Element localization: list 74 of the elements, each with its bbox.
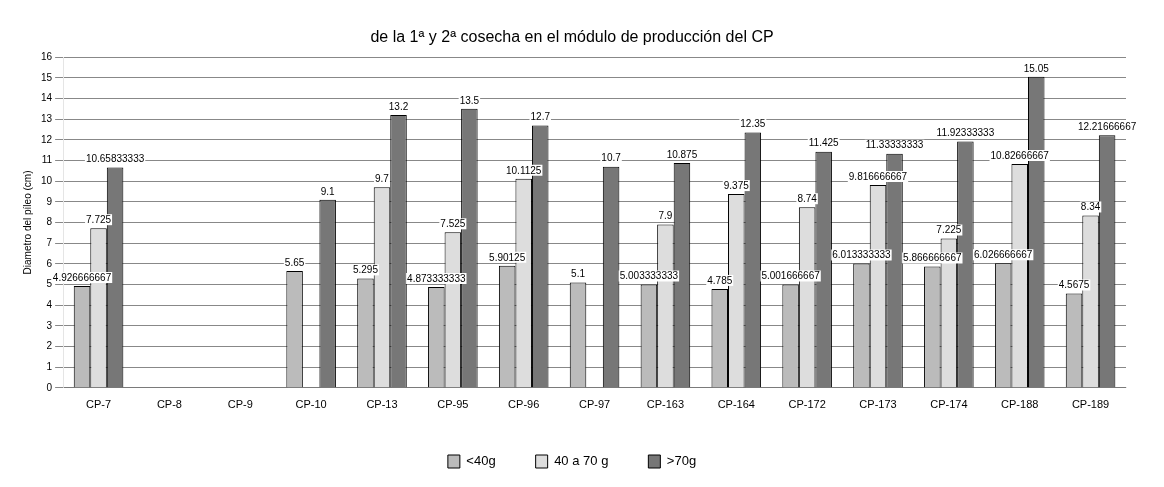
data-label: 4.873333333 bbox=[407, 272, 466, 284]
data-label: 10.82666667 bbox=[990, 149, 1050, 161]
data-label: 6.013333333 bbox=[832, 249, 892, 261]
y-tick-label: 6 bbox=[46, 257, 53, 269]
data-label: 10.7 bbox=[601, 152, 622, 164]
legend-label: <40g bbox=[466, 453, 496, 469]
y-tick-label: 2 bbox=[46, 340, 53, 352]
data-label: 10.1125 bbox=[506, 164, 542, 176]
x-tick-label: CP-188 bbox=[1001, 398, 1039, 411]
y-tick-label: 15 bbox=[41, 71, 53, 83]
y-tick-label: 10 bbox=[41, 174, 53, 186]
data-label: 5.866666667 bbox=[903, 252, 962, 264]
data-label: 7.9 bbox=[658, 210, 673, 222]
data-label: 13.2 bbox=[388, 100, 409, 112]
y-tick-label: 7 bbox=[46, 236, 53, 248]
data-label: 7.225 bbox=[936, 224, 962, 236]
data-label: 9.7 bbox=[375, 173, 390, 185]
data-label: 5.295 bbox=[352, 264, 379, 276]
data-label: 7.725 bbox=[86, 213, 112, 225]
data-label: 4.5675 bbox=[1058, 279, 1090, 291]
data-label: 5.003333333 bbox=[619, 270, 679, 282]
x-tick-label: CP-97 bbox=[578, 398, 611, 411]
y-tick-label: 13 bbox=[41, 112, 53, 124]
data-label: 11.33333333 bbox=[865, 139, 924, 151]
data-label: 15.05 bbox=[1023, 62, 1050, 74]
y-tick-label: 11 bbox=[41, 154, 53, 166]
x-tick-label: CP-8 bbox=[156, 398, 182, 411]
data-label: 8.74 bbox=[797, 192, 818, 204]
data-label: 10.875 bbox=[666, 148, 698, 160]
data-label: 4.785 bbox=[707, 274, 733, 286]
data-label: 11.92333333 bbox=[936, 127, 995, 139]
data-label: 9.375 bbox=[723, 179, 750, 191]
x-tick-label: CP-96 bbox=[508, 398, 540, 411]
x-tick-label: CP-163 bbox=[646, 398, 685, 411]
y-tick-label: 8 bbox=[46, 216, 53, 228]
data-label: 11.425 bbox=[808, 137, 840, 149]
y-tick-label: 9 bbox=[46, 195, 53, 207]
data-label: 6.026666667 bbox=[973, 249, 1033, 261]
x-tick-label: CP-173 bbox=[859, 398, 897, 411]
data-label: 8.34 bbox=[1080, 201, 1101, 213]
data-label: 4.926666667 bbox=[52, 271, 112, 283]
legend-label: 40 a 70 g bbox=[554, 453, 609, 469]
data-label: 7.525 bbox=[440, 218, 466, 230]
y-tick-label: 14 bbox=[41, 92, 53, 104]
y-tick-label: 12 bbox=[41, 133, 53, 145]
data-label: 12.35 bbox=[740, 118, 766, 130]
x-tick-label: CP-9 bbox=[227, 398, 253, 411]
data-label: 9.1 bbox=[320, 185, 336, 197]
x-tick-label: CP-13 bbox=[366, 398, 398, 411]
y-axis-title: Diametro del píleo (cm) bbox=[21, 170, 33, 275]
y-tick-label: 0 bbox=[46, 381, 53, 393]
data-label: 13.5 bbox=[459, 94, 480, 106]
x-tick-label: CP-164 bbox=[717, 398, 755, 411]
y-tick-label: 1 bbox=[46, 360, 53, 372]
x-tick-label: CP-189 bbox=[1071, 398, 1110, 411]
data-label: 9.816666667 bbox=[848, 170, 908, 182]
data-label: 5.1 bbox=[571, 268, 586, 280]
data-label: 5.001666667 bbox=[761, 270, 821, 282]
x-tick-label: CP-174 bbox=[930, 398, 968, 411]
data-label: 12.21666667 bbox=[1077, 121, 1137, 133]
x-tick-label: CP-10 bbox=[295, 398, 327, 411]
y-tick-label: 5 bbox=[46, 278, 53, 290]
x-tick-label: CP-7 bbox=[86, 398, 112, 411]
data-label: 5.65 bbox=[284, 256, 305, 268]
legend-label: >70g bbox=[666, 453, 697, 469]
x-tick-label: CP-95 bbox=[437, 398, 469, 411]
data-label: 12.7 bbox=[530, 111, 551, 123]
x-tick-label: CP-172 bbox=[788, 398, 826, 411]
chart-title: de la 1ª y 2ª cosecha en el módulo de producción del CP bbox=[370, 28, 774, 46]
y-tick-label: 16 bbox=[41, 50, 53, 62]
y-tick-label: 3 bbox=[46, 319, 53, 331]
data-label: 10.65833333 bbox=[85, 153, 145, 165]
data-label: 5.90125 bbox=[489, 251, 526, 263]
y-tick-label: 4 bbox=[46, 298, 53, 310]
